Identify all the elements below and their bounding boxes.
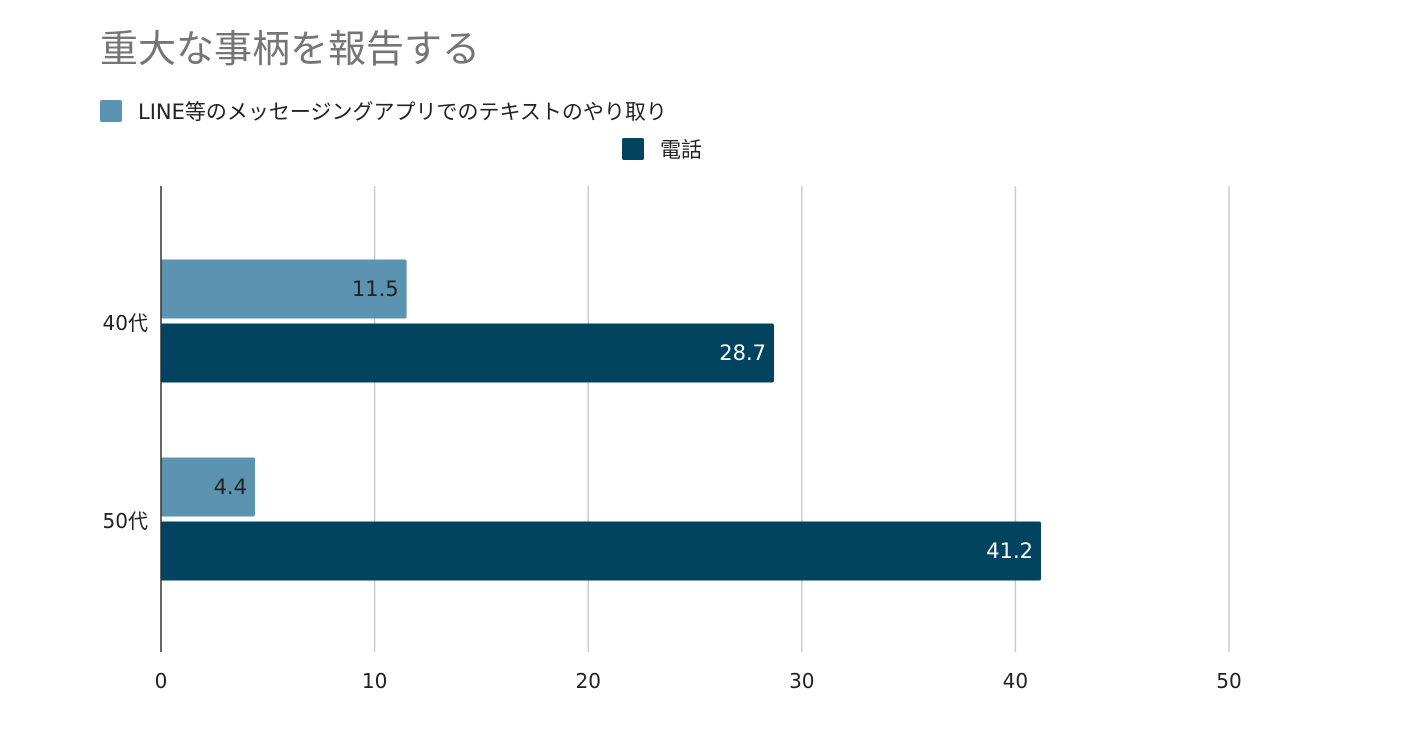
bar-phone-40s (161, 323, 775, 383)
legend: LINE等のメッセージングアプリでのテキストのやり取り 電話 (100, 100, 702, 162)
x-tick-label: 0 (155, 669, 168, 693)
legend-label-messaging: LINE等のメッセージングアプリでのテキストのやり取り (138, 100, 667, 124)
bar-labels: 11.5 28.7 4.4 41.2 (214, 277, 1033, 563)
x-tick-label: 20 (575, 669, 600, 693)
x-tick-label: 30 (789, 669, 814, 693)
legend-swatch-messaging (100, 100, 122, 122)
legend-label-phone: 電話 (660, 138, 702, 162)
x-axis-ticks: 0 10 20 30 40 50 (155, 669, 1242, 693)
bar-value-label: 28.7 (719, 341, 766, 365)
x-tick-label: 50 (1216, 669, 1241, 693)
chart-title: 重大な事柄を報告する (100, 27, 480, 71)
category-label-50s: 50代 (103, 509, 148, 533)
bar-messaging-40s (161, 259, 407, 319)
bar-value-label: 41.2 (986, 539, 1033, 563)
x-tick-label: 10 (362, 669, 387, 693)
gridlines (373, 186, 1230, 652)
category-label-40s: 40代 (103, 311, 148, 335)
bars (161, 259, 1042, 581)
bar-value-label: 11.5 (352, 277, 399, 301)
legend-swatch-phone (622, 138, 644, 160)
bar-value-label: 4.4 (214, 475, 247, 499)
x-tick-label: 40 (1003, 669, 1028, 693)
bar-messaging-50s (161, 457, 255, 517)
bar-phone-50s (161, 521, 1042, 581)
